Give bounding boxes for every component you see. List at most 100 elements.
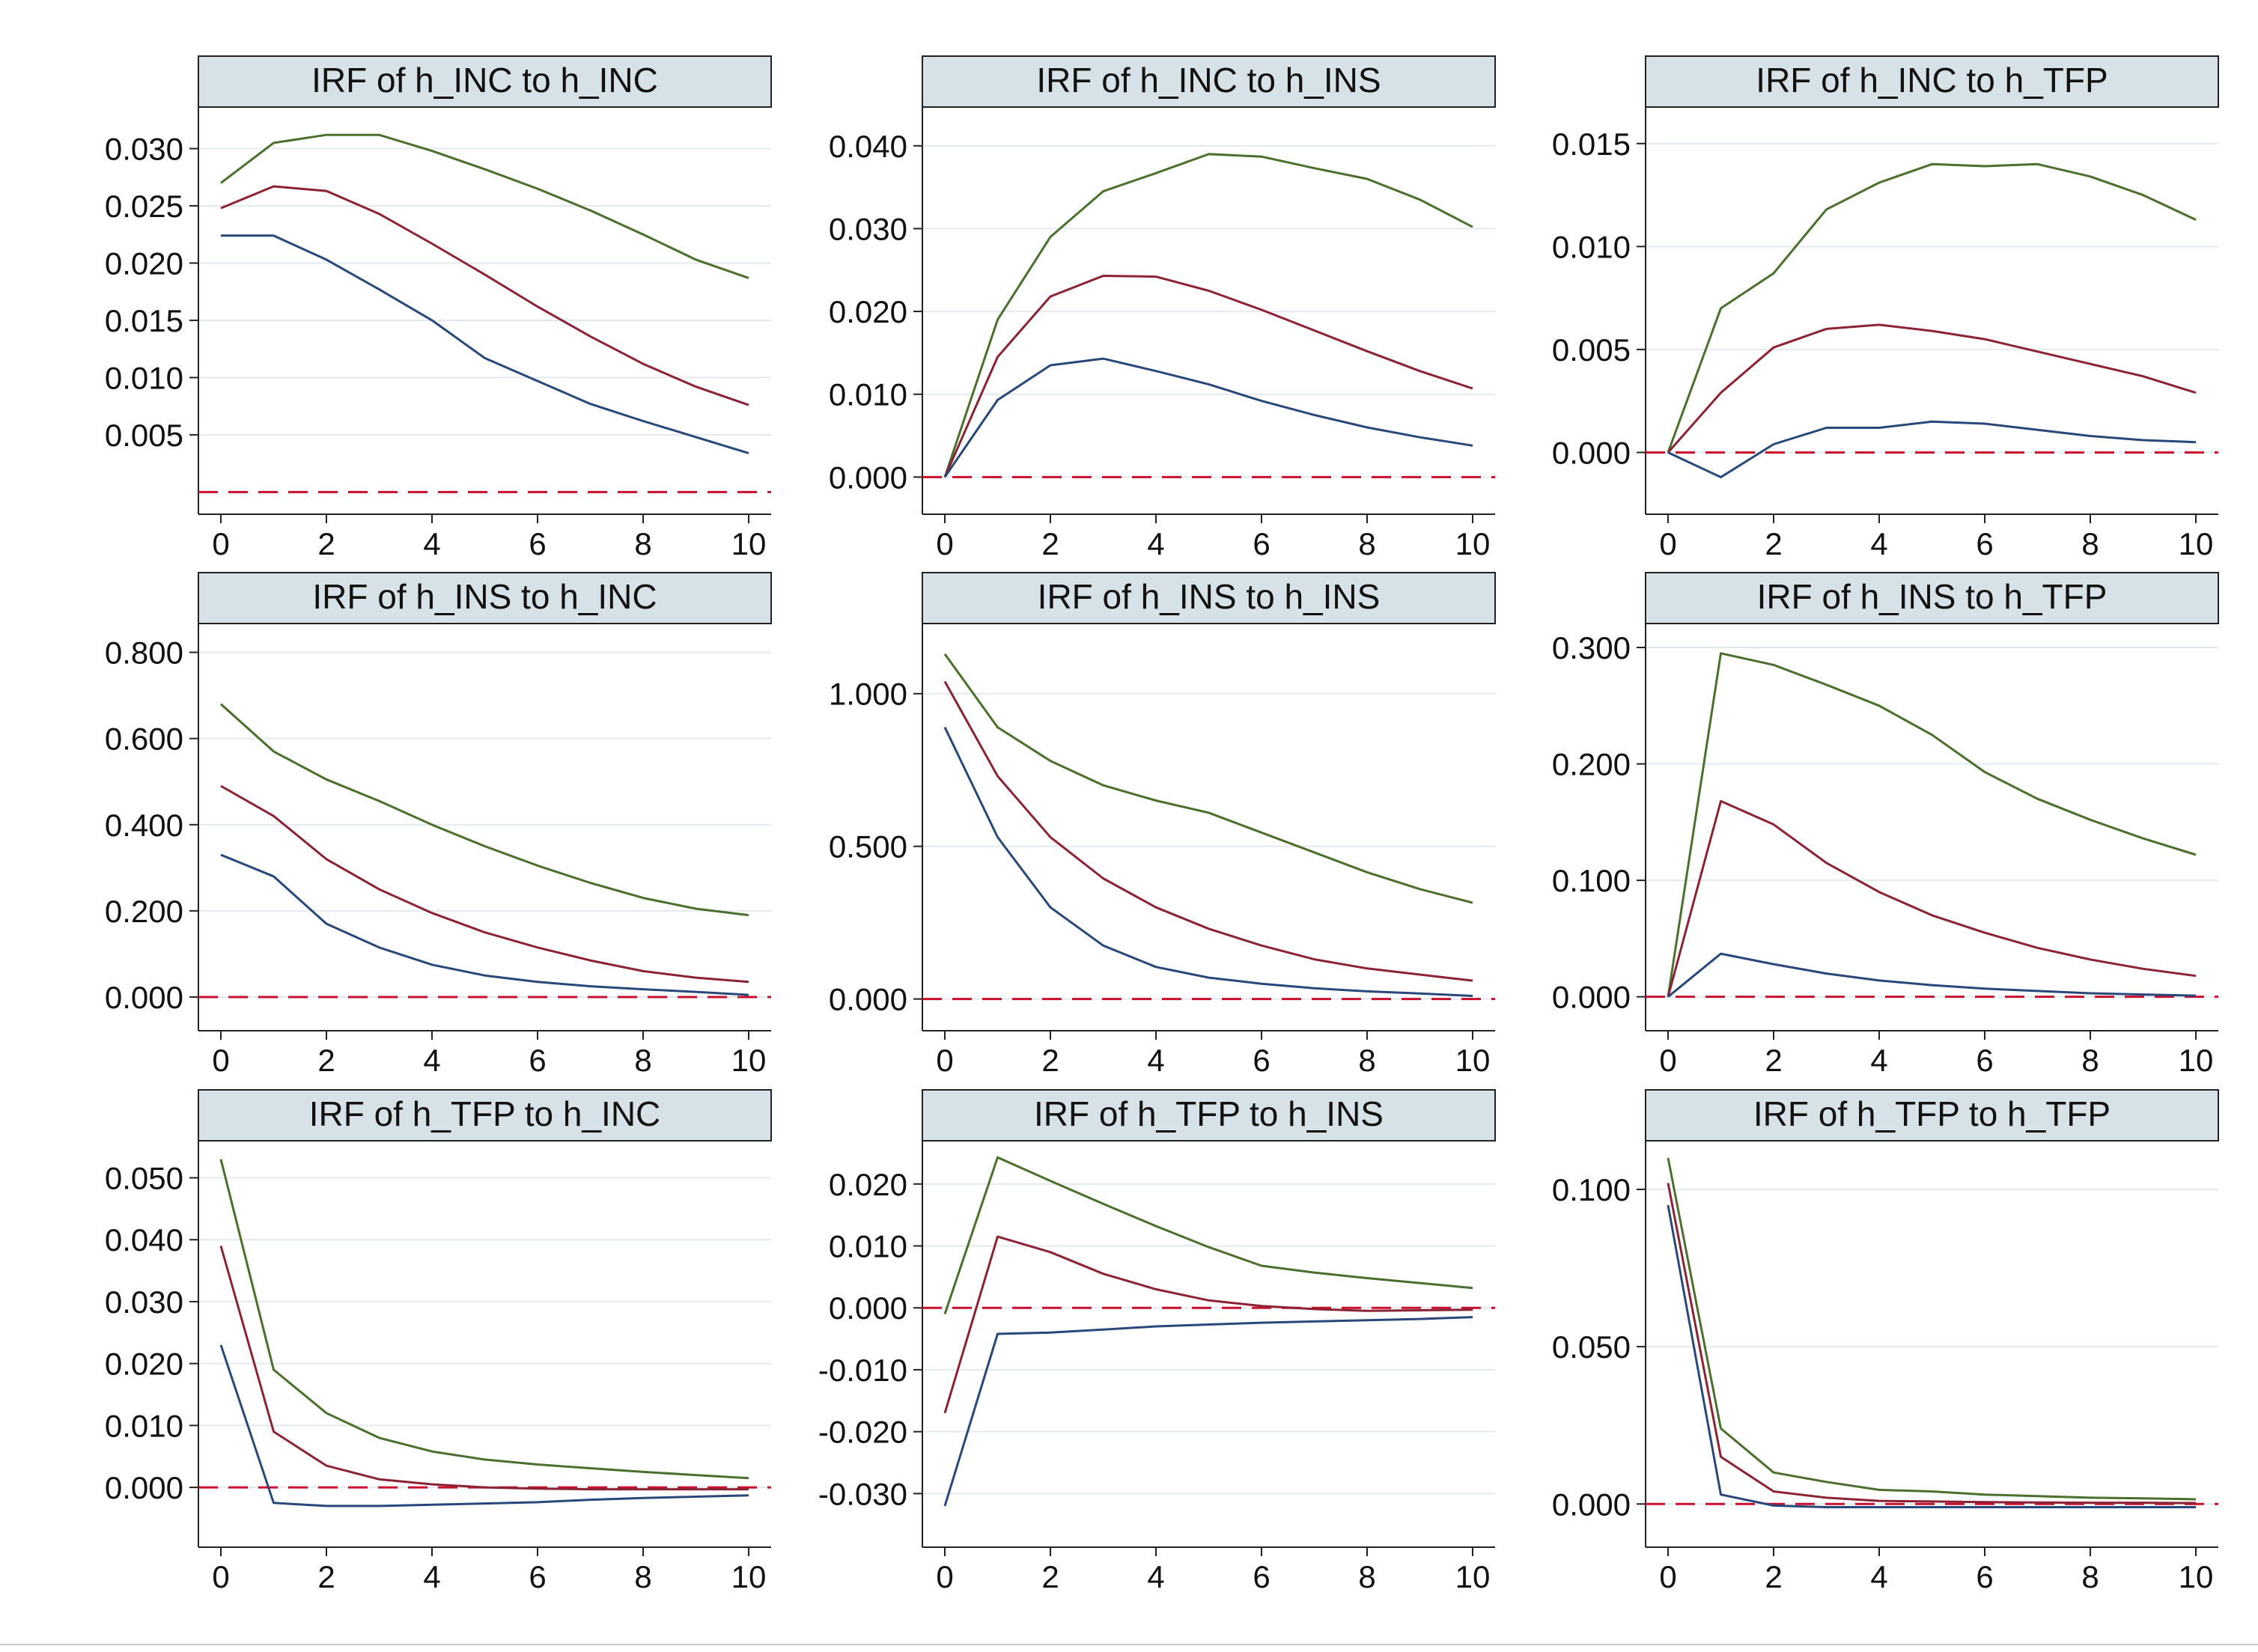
series-line-irf — [1667, 1183, 2197, 1505]
x-tick-label: 10 — [2179, 1559, 2214, 1594]
series-line-lower — [943, 726, 1473, 997]
y-tick-label: 0.400 — [105, 808, 183, 843]
x-tick-label: 8 — [2081, 1559, 2099, 1594]
y-tick-label: 0.015 — [1552, 127, 1631, 162]
y-tick-label: 0.300 — [1552, 630, 1631, 665]
series-line-irf — [943, 1235, 1473, 1414]
series-line-lower — [1667, 1204, 2196, 1508]
y-tick-label: 0.000 — [829, 982, 907, 1017]
panel-title-box — [922, 1089, 1496, 1142]
series-line-upper — [943, 1156, 1473, 1314]
x-tick-label: 10 — [1455, 1559, 1491, 1594]
y-tick-label: -0.020 — [818, 1415, 907, 1450]
irf-panel-2: IRF of h_INC to h_INS 0.000 0.010 0.020 0.03… — [829, 55, 1496, 561]
series-line-irf — [1667, 323, 2197, 454]
x-tick-label: 8 — [634, 526, 651, 561]
x-tick-label: 0 — [1659, 1559, 1676, 1594]
y-tick-label: 0.030 — [829, 211, 907, 246]
y-tick-label: 0.800 — [105, 635, 183, 671]
series-line-lower — [220, 853, 749, 996]
y-tick-label: 0.200 — [105, 894, 183, 929]
y-tick-label: 0.600 — [105, 722, 183, 757]
y-tick-label: 0.005 — [1552, 332, 1631, 368]
irf-panel-5: IRF of h_INS to h_INS 0.000 0.500 1.000 0 2 4 6… — [829, 572, 1496, 1078]
x-tick-label: 0 — [936, 1043, 953, 1078]
series-line-lower — [943, 357, 1473, 478]
panel-title-box — [922, 55, 1496, 108]
y-tick-label: 0.025 — [105, 189, 183, 224]
panel-title: IRF of h_TFP to h_INC — [309, 1094, 661, 1133]
x-tick-label: 6 — [1253, 1559, 1270, 1594]
y-tick-label: 0.010 — [1552, 229, 1631, 264]
panel-title-box — [198, 55, 772, 108]
irf-panel-7: IRF of h_TFP to h_INC 0.000 0.010 0.020 0.03… — [105, 1089, 772, 1594]
series-line-irf — [943, 275, 1473, 478]
irf-panel-4: IRF of h_INS to h_INC 0.000 0.200 0.400 0.60… — [105, 572, 772, 1078]
x-tick-label: 10 — [2179, 526, 2214, 561]
x-tick-label: 2 — [317, 526, 335, 561]
x-tick-label: 4 — [1147, 1043, 1164, 1078]
y-tick-label: 0.000 — [1552, 1487, 1631, 1522]
x-tick-label: 0 — [936, 1559, 953, 1594]
x-tick-label: 0 — [212, 1043, 229, 1078]
y-tick-label: 0.000 — [105, 1470, 183, 1505]
x-tick-label: 10 — [2179, 1043, 2214, 1078]
panel-title: IRF of h_INS to h_INS — [1038, 577, 1381, 616]
y-tick-label: 0.040 — [829, 129, 907, 164]
series-line-lower — [221, 234, 749, 454]
x-tick-label: 0 — [212, 1559, 229, 1594]
y-tick-label: 0.020 — [105, 246, 183, 281]
y-tick-label: 0.030 — [105, 1284, 183, 1320]
series-line-irf — [943, 680, 1473, 982]
x-tick-label: 2 — [1765, 526, 1782, 561]
x-tick-label: 2 — [1765, 1559, 1782, 1594]
panel-title-box — [1645, 572, 2219, 624]
series-line-lower — [1667, 420, 2197, 478]
series-line-lower — [219, 1344, 749, 1508]
y-tick-label: -0.030 — [818, 1476, 907, 1511]
y-tick-label: 0.500 — [829, 829, 907, 865]
panel-title: IRF of h_INC to h_INC — [311, 61, 658, 100]
x-tick-label: 10 — [731, 1043, 767, 1078]
series-line-irf — [220, 185, 749, 406]
y-tick-label: 0.020 — [105, 1347, 183, 1382]
x-tick-label: 8 — [2081, 526, 2099, 561]
x-tick-label: 10 — [731, 1559, 767, 1594]
panel-title-box — [198, 572, 772, 624]
x-tick-label: 8 — [2081, 1043, 2099, 1078]
series-line-upper — [943, 653, 1473, 904]
x-tick-label: 6 — [529, 1043, 546, 1078]
panel-title-box — [922, 572, 1496, 624]
y-tick-label: 0.020 — [829, 1167, 907, 1202]
y-tick-label: 0.000 — [829, 460, 907, 495]
x-tick-label: 6 — [529, 1559, 546, 1594]
series-line-upper — [1667, 162, 2197, 454]
y-tick-label: 0.100 — [1552, 1172, 1631, 1207]
series-line-lower — [943, 1316, 1473, 1507]
x-tick-label: 8 — [634, 1043, 651, 1078]
x-tick-label: 10 — [731, 526, 767, 561]
x-tick-label: 8 — [1358, 526, 1375, 561]
x-tick-label: 8 — [634, 1559, 651, 1594]
x-tick-label: 0 — [936, 526, 953, 561]
panel-title-box — [198, 1089, 772, 1142]
panel-title: IRF of h_INC to h_INS — [1036, 61, 1381, 100]
irf-panel-9: IRF of h_TFP to h_TFP 0.000 0.050 0.100 0 2 4 6… — [1552, 1089, 2219, 1594]
x-tick-label: 2 — [1765, 1043, 1782, 1078]
y-tick-label: 0.000 — [1552, 980, 1631, 1015]
series-line-upper — [219, 1159, 749, 1480]
x-tick-label: 0 — [1659, 526, 1676, 561]
y-tick-label: 0.020 — [829, 294, 907, 329]
y-tick-label: 0.010 — [829, 377, 907, 412]
series-line-upper — [943, 153, 1473, 478]
series-line-upper — [1667, 652, 2197, 997]
x-tick-label: 2 — [1041, 1043, 1059, 1078]
x-tick-label: 2 — [1041, 1559, 1059, 1594]
x-tick-label: 2 — [317, 1043, 335, 1078]
series-line-lower — [1667, 952, 2197, 998]
panel-title: IRF of h_INC to h_TFP — [1756, 61, 2108, 100]
y-tick-label: 0.050 — [1552, 1329, 1631, 1365]
panel-title: IRF of h_INS to h_INC — [312, 577, 657, 616]
series-line-upper — [219, 703, 749, 917]
